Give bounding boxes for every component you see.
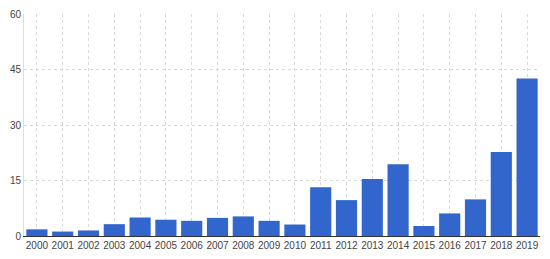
svg-text:2018: 2018 [490,240,513,251]
svg-text:45: 45 [10,64,22,75]
svg-text:2000: 2000 [26,240,49,251]
svg-text:15: 15 [10,175,22,186]
svg-text:0: 0 [15,231,21,242]
svg-text:2001: 2001 [52,240,75,251]
svg-text:2014: 2014 [387,240,410,251]
svg-text:2011: 2011 [310,240,332,251]
svg-text:2017: 2017 [464,240,487,251]
svg-text:2013: 2013 [361,240,384,251]
svg-text:2010: 2010 [284,240,307,251]
svg-text:2015: 2015 [413,240,436,251]
svg-text:2008: 2008 [232,240,255,251]
svg-text:2012: 2012 [335,240,358,251]
svg-text:2007: 2007 [206,240,229,251]
svg-text:60: 60 [10,9,22,20]
svg-text:2005: 2005 [155,240,178,251]
svg-text:30: 30 [10,120,22,131]
svg-text:2003: 2003 [103,240,126,251]
svg-text:2019: 2019 [516,240,539,251]
svg-text:2006: 2006 [181,240,204,251]
svg-text:2002: 2002 [77,240,100,251]
svg-text:2004: 2004 [129,240,152,251]
svg-text:2009: 2009 [258,240,281,251]
svg-text:2016: 2016 [439,240,462,251]
